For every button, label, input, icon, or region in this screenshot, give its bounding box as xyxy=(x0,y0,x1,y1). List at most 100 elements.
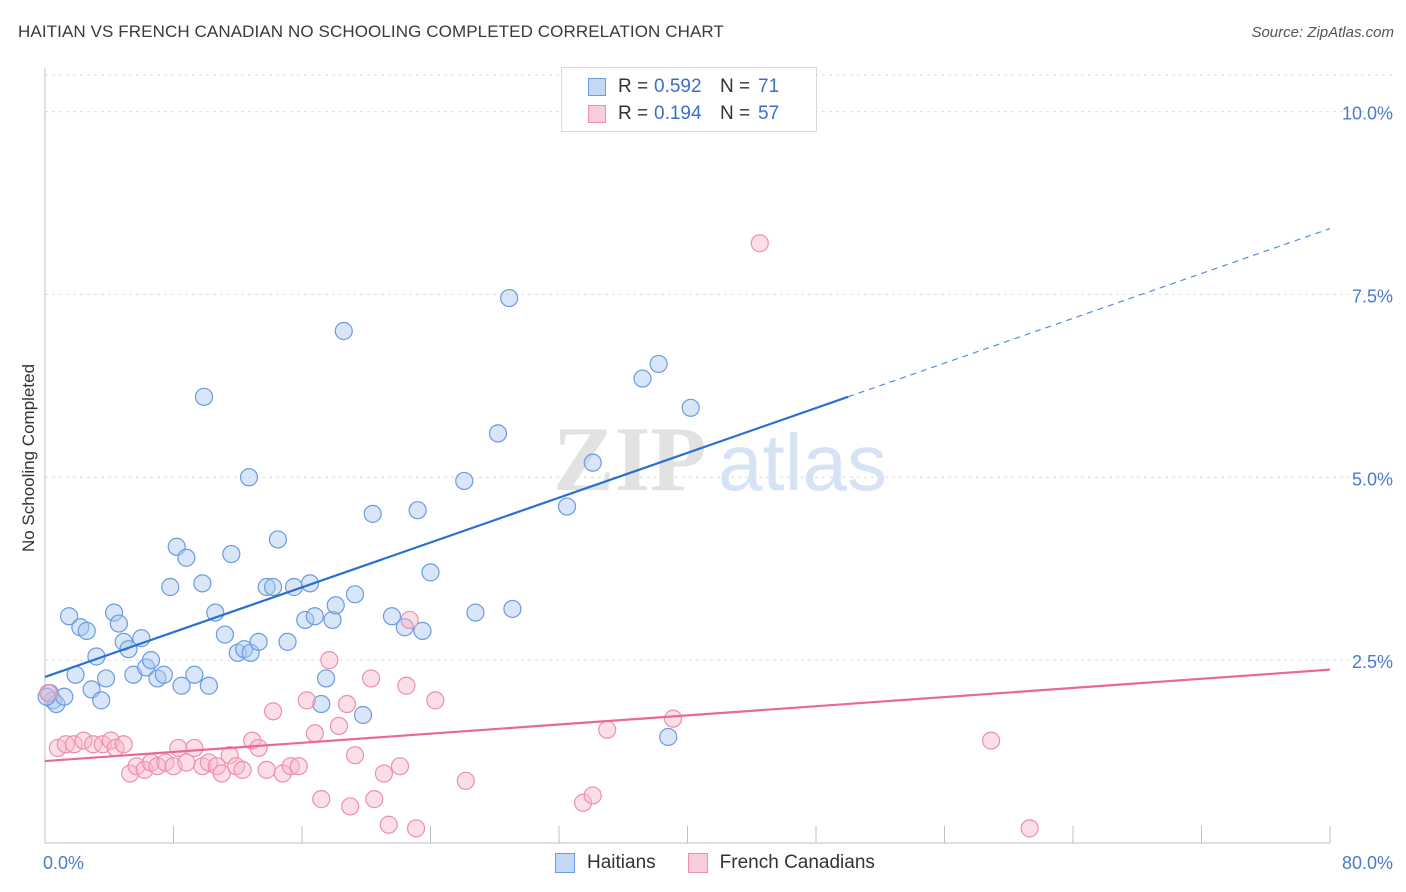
scatter-point xyxy=(466,603,485,622)
scatter-point xyxy=(154,665,173,684)
scatter-point xyxy=(55,687,74,706)
series-swatch-pink xyxy=(687,853,708,873)
scatter-point xyxy=(337,694,357,714)
scatter-point xyxy=(334,321,353,341)
scatter-point xyxy=(199,676,218,695)
series-swatch-blue xyxy=(555,853,575,873)
scatter-point xyxy=(455,471,474,491)
scatter-point xyxy=(39,683,58,703)
y-tick-label: 7.5% xyxy=(1352,286,1393,306)
scatter-point xyxy=(326,596,345,615)
scatter-point xyxy=(263,577,283,597)
grid-lines xyxy=(45,74,1395,661)
chart-source: Source: ZipAtlas.com xyxy=(1251,24,1394,41)
scatter-point xyxy=(421,563,440,582)
scatter-point xyxy=(119,640,138,659)
correlation-legend: R = 0.592 N = 71 R = 0.194 N = 57 xyxy=(561,67,817,132)
scatter-point xyxy=(426,691,445,710)
scatter-point xyxy=(456,771,475,790)
series-legend-french-canadians[interactable]: French Canadians xyxy=(687,852,875,874)
scatter-point xyxy=(121,764,140,783)
legend-swatch-blue xyxy=(588,78,606,96)
legend-r-value: 0.194 xyxy=(654,103,702,124)
scatter-point xyxy=(300,574,320,593)
scatter-point xyxy=(374,764,394,783)
scatter-point xyxy=(215,625,234,644)
scatter-point xyxy=(305,724,324,743)
scatter-point xyxy=(406,819,426,838)
y-axis-label: No Schooling Completed xyxy=(19,363,38,553)
scatter-point xyxy=(312,790,331,809)
scatter-point xyxy=(345,746,365,765)
trend-lines xyxy=(44,228,1331,763)
scatter-point xyxy=(222,544,241,564)
scatter-point xyxy=(663,709,683,728)
scatter-point xyxy=(598,720,617,739)
scatter-point xyxy=(239,468,259,487)
legend-n-label: N = xyxy=(720,103,751,124)
french-canadians-points xyxy=(39,234,1039,838)
scatter-point xyxy=(220,746,239,765)
scatter-point xyxy=(365,790,384,809)
trend-line-haitians xyxy=(44,395,849,679)
scatter-point xyxy=(305,607,324,626)
scatter-point xyxy=(141,651,161,670)
scatter-point xyxy=(557,497,577,516)
scatter-point xyxy=(289,757,308,776)
scatter-point xyxy=(382,607,402,626)
scatter-point xyxy=(257,577,276,597)
scatter-point xyxy=(59,607,79,626)
scatter-point xyxy=(659,727,678,747)
scatter-point xyxy=(633,369,652,388)
scatter-point xyxy=(379,815,398,834)
scatter-point xyxy=(212,764,231,783)
legend-n-value: 57 xyxy=(758,103,780,124)
trend-line-french-canadians xyxy=(44,668,1331,763)
watermark-zip: ZIP xyxy=(553,408,706,510)
axes xyxy=(44,68,1331,844)
tick-labels: 2.5% 5.0% 7.5% 10.0% 0.0% 80.0% xyxy=(43,104,1393,873)
scatter-point xyxy=(268,530,288,549)
scatter-point xyxy=(500,288,519,308)
scatter-point xyxy=(249,738,268,758)
series-legend: Haitians French Canadians xyxy=(555,852,907,874)
trend-line-haitians-extension xyxy=(847,228,1331,398)
scatter-point xyxy=(361,669,381,688)
y-tick-label: 5.0% xyxy=(1352,469,1393,489)
scatter-point xyxy=(193,574,212,593)
scatter-point xyxy=(104,603,124,622)
scatter-point xyxy=(413,621,432,640)
scatter-point xyxy=(297,691,316,710)
scatter-point xyxy=(353,705,373,725)
scatter-point xyxy=(263,702,283,721)
series-legend-haitians[interactable]: Haitians xyxy=(555,852,656,874)
scatter-point xyxy=(114,735,133,754)
series-label-haitians: Haitians xyxy=(587,852,656,873)
scatter-point xyxy=(77,621,96,640)
scatter-point xyxy=(96,669,116,688)
scatter-point xyxy=(177,548,196,567)
legend-n-value: 71 xyxy=(758,76,780,97)
series-label-french-canadians: French Canadians xyxy=(719,852,875,873)
chart-title: HAITIAN VS FRENCH CANADIAN NO SCHOOLING … xyxy=(18,22,724,41)
scatter-point xyxy=(750,234,769,253)
legend-swatch-pink xyxy=(588,105,606,123)
scatter-point xyxy=(408,501,427,520)
scatter-point xyxy=(1020,819,1039,838)
x-tick-label: 0.0% xyxy=(43,853,84,873)
scatter-point xyxy=(681,398,700,417)
scatter-point xyxy=(185,665,204,684)
scatter-point xyxy=(329,716,349,736)
scatter-point xyxy=(649,354,668,374)
scatter-point xyxy=(74,731,93,750)
scatter-point xyxy=(981,731,1001,750)
scatter-point xyxy=(363,504,382,523)
scatter-point xyxy=(249,632,268,651)
legend-r-label: R = xyxy=(618,76,649,97)
scatter-point xyxy=(488,424,508,443)
scatter-point xyxy=(503,599,522,619)
legend-r-value: 0.592 xyxy=(654,76,702,97)
scatter-point xyxy=(341,797,360,816)
scatter-point xyxy=(312,694,331,714)
legend-row-haitians: R = 0.592 N = 71 xyxy=(588,75,779,99)
